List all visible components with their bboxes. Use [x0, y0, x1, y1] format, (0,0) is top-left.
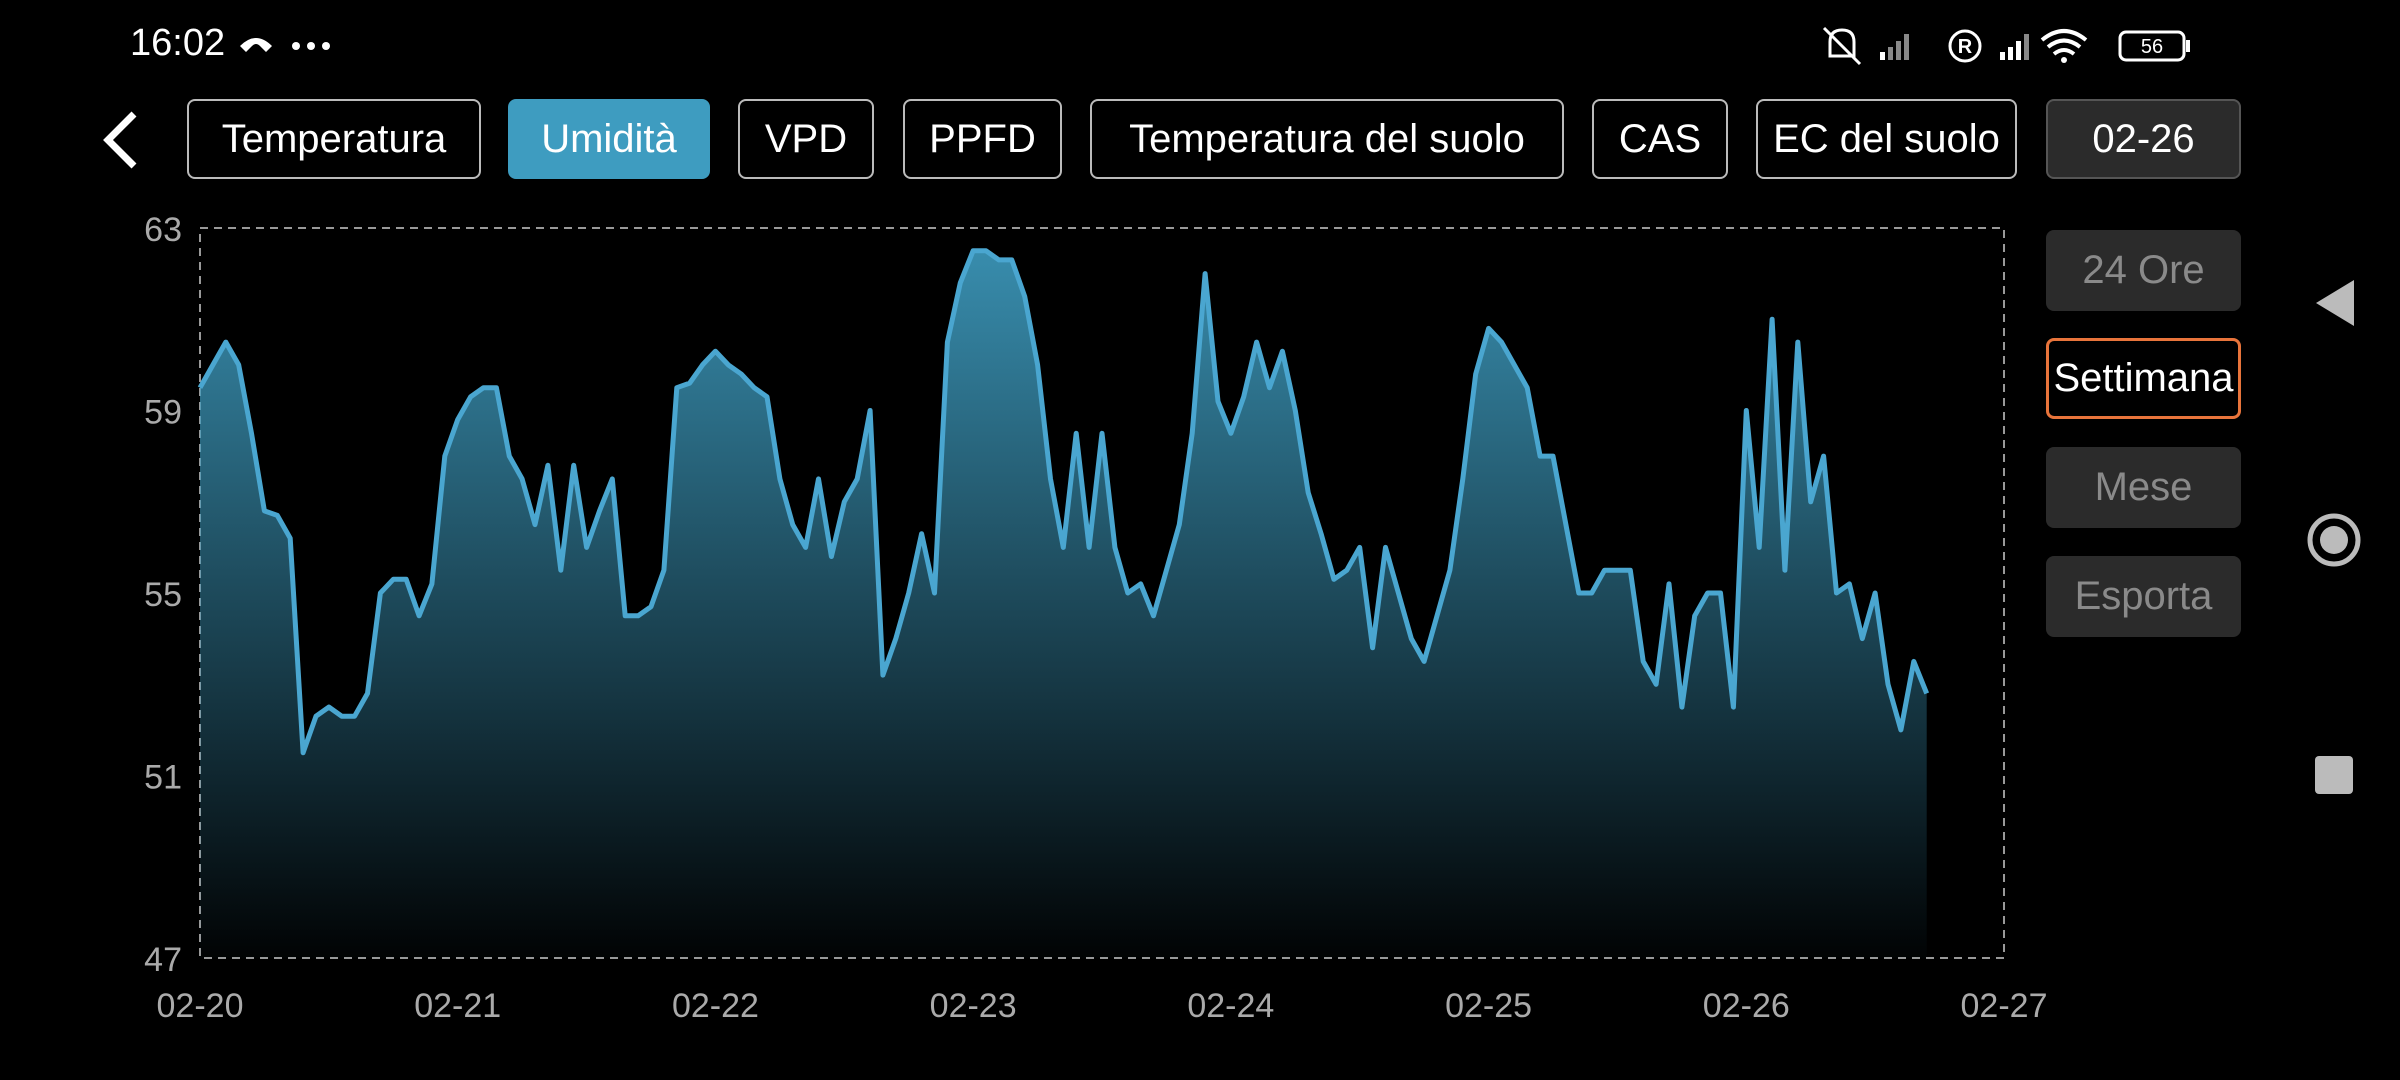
back-button[interactable] — [96, 108, 146, 172]
y-tick-label: 55 — [144, 576, 182, 614]
chart: 47 51 55 59 63 02-20 02-21 02-22 02-23 02-24 02-25… — [144, 211, 2048, 1025]
x-tick-label: 02-25 — [1445, 987, 1532, 1025]
date-button[interactable]: 02-26 — [2046, 99, 2241, 179]
range-button[interactable]: 24 Ore — [2046, 230, 2241, 311]
tab[interactable]: EC del suolo — [1756, 99, 2017, 179]
tab-strip: Temperatura Umidità VPD PPFD Temperatura del… — [187, 0, 2017, 200]
status-icons-right: R 56 — [1822, 26, 2190, 66]
nav-bar — [2307, 280, 2361, 794]
x-tick-label: 02-26 — [1703, 987, 1790, 1025]
svg-text:R: R — [1958, 36, 1973, 58]
x-tick-label: 02-21 — [414, 987, 501, 1025]
x-tick-label: 02-24 — [1187, 987, 1274, 1025]
area-fill — [200, 250, 1927, 959]
x-tick-label: 02-27 — [1961, 987, 2048, 1025]
battery-level: 56 — [2141, 36, 2163, 58]
y-tick-label: 59 — [144, 394, 182, 432]
y-tick-label: 47 — [144, 941, 182, 979]
tab[interactable]: VPD — [738, 99, 874, 179]
tab[interactable]: Temperatura — [187, 99, 481, 179]
x-tick-label: 02-20 — [157, 987, 244, 1025]
tab[interactable]: Umidità — [508, 99, 710, 179]
tab[interactable]: CAS — [1592, 99, 1728, 179]
data-line — [197, 248, 1930, 756]
x-tick-label: 02-22 — [672, 987, 759, 1025]
tab[interactable]: Temperatura del suolo — [1090, 99, 1564, 179]
status-time: 16:02 — [130, 22, 226, 64]
tab[interactable]: PPFD — [903, 99, 1062, 179]
range-button[interactable]: Esporta — [2046, 556, 2241, 637]
x-tick-label: 02-23 — [930, 987, 1017, 1025]
range-button[interactable]: Mese — [2046, 447, 2241, 528]
y-tick-label: 63 — [144, 211, 182, 249]
y-tick-label: 51 — [144, 759, 182, 797]
status-icons-left — [240, 38, 330, 52]
range-button[interactable]: Settimana — [2046, 338, 2241, 419]
